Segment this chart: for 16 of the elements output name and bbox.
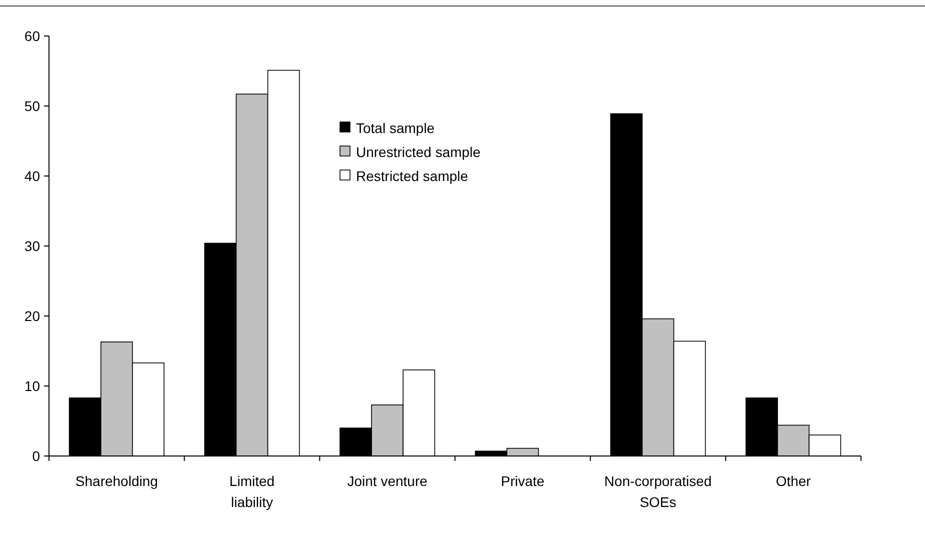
x-tick-label: Non-corporatised SOEs bbox=[604, 473, 712, 510]
x-tick-label: Joint venture bbox=[347, 473, 428, 489]
y-tick-label: 40 bbox=[24, 168, 40, 184]
y-tick-label: 60 bbox=[24, 28, 40, 44]
y-tick-label: 0 bbox=[32, 448, 40, 464]
x-tick-label: Limited liability bbox=[229, 473, 275, 510]
x-tick-label: Other bbox=[776, 473, 812, 489]
legend-label: Restricted sample bbox=[356, 168, 468, 184]
y-tick-label: 20 bbox=[24, 308, 40, 324]
legend-label: Total sample bbox=[356, 120, 435, 136]
x-tick-label: Shareholding bbox=[75, 473, 158, 489]
y-tick-label: 50 bbox=[24, 98, 40, 114]
y-tick-label: 30 bbox=[24, 238, 40, 254]
x-tick-label: Private bbox=[500, 473, 545, 489]
legend-label: Unrestricted sample bbox=[356, 144, 481, 160]
y-tick-label: 10 bbox=[24, 378, 40, 394]
